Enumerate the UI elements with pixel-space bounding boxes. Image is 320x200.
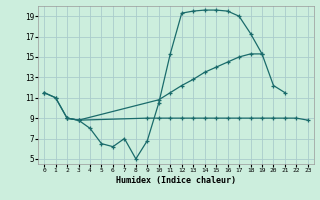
X-axis label: Humidex (Indice chaleur): Humidex (Indice chaleur) bbox=[116, 176, 236, 185]
